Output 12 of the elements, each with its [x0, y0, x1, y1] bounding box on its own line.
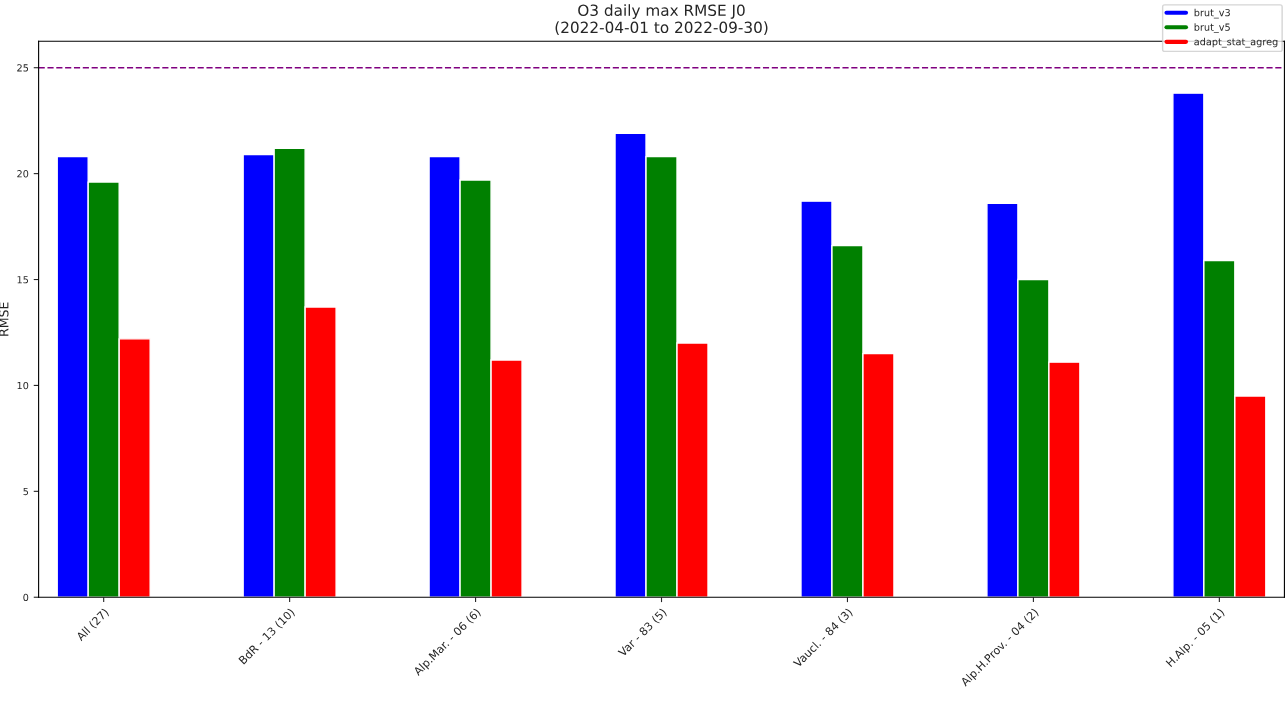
legend-label: brut_v3	[1194, 8, 1230, 19]
y-axis-title: RMSE	[0, 302, 9, 336]
y-tick-label: 15	[17, 276, 29, 284]
x-tick-label: Var - 83 (5)	[617, 607, 668, 659]
y-tick-label: 25	[17, 64, 29, 72]
y-tick-label: 20	[17, 170, 29, 178]
chart-title: O3 daily max RMSE J0 (2022-04-01 to 2022-09-30)	[555, 4, 768, 35]
legend-label: adapt_stat_agreg	[1194, 37, 1278, 48]
y-tick-label: 10	[17, 381, 29, 390]
legend-label: brut_v5	[1194, 23, 1230, 33]
y-tick-label: 0	[23, 593, 29, 602]
y-tick-label: 5	[23, 487, 29, 496]
